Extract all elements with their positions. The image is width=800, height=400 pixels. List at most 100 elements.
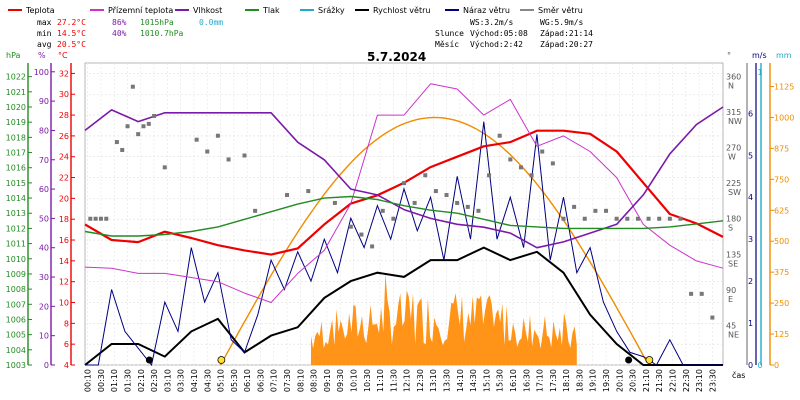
stat-max-press: 1015hPa [140, 18, 174, 27]
wind-direction-point [391, 216, 396, 221]
stat-min-label: min [37, 29, 52, 38]
wind-direction-point [146, 121, 151, 126]
wind-direction-point [476, 208, 481, 213]
wind-direction-point [561, 216, 566, 221]
wind-direction-point [529, 173, 534, 178]
moon-set-marker [625, 356, 633, 364]
humidity-tick-label: 10 [39, 332, 49, 341]
direction-tick-value: 180 [726, 215, 741, 224]
legend: Teplota Přízemní teplota Vlhkost Tlak Srážky… [8, 6, 583, 15]
solar-tick-label: 125 [774, 330, 789, 339]
wind-direction-point [433, 189, 438, 194]
wind-direction-point [487, 173, 492, 178]
x-tick-label: 05:10 [217, 369, 226, 392]
wind-direction-point [306, 189, 311, 194]
x-tick-label: 18:10 [562, 369, 571, 392]
stat-avg-temp: 20.5°C [57, 40, 86, 49]
wind-direction-point [550, 161, 555, 166]
time-axis-label: čas [732, 370, 745, 380]
solar-tick-label: 375 [774, 268, 789, 277]
sun-label: Slunce [435, 29, 464, 38]
pressure-tick-label: 1016 [6, 164, 26, 173]
wind-speed-tick-label: 5 [748, 151, 753, 160]
x-tick-label: 17:30 [549, 369, 558, 392]
temperature-tick-label: 28 [59, 111, 69, 120]
unit-degc: °C [58, 51, 68, 60]
direction-tick-name: SE [728, 259, 738, 268]
direction-tick-value: 90 [726, 286, 736, 295]
humidity-tick-label: 100 [34, 68, 49, 77]
sun-set-marker [645, 356, 654, 364]
stat-min-hum: 40% [112, 29, 127, 38]
x-tick-label: 01:30 [124, 369, 133, 392]
wind-direction-point [242, 153, 247, 158]
wind-direction-point [98, 216, 103, 221]
x-tick-label: 15:30 [496, 369, 505, 392]
temperature-tick-label: 22 [59, 174, 69, 183]
wind-direction-point [508, 157, 513, 162]
stat-max-label: max [37, 18, 52, 27]
wind-ws: WS:3.2m/s [470, 18, 514, 27]
series-wind-gust [85, 121, 723, 367]
wind-direction-point [205, 149, 210, 154]
unit-pct: % [38, 51, 46, 60]
wind-speed-tick-label: 6 [748, 109, 753, 118]
x-tick-label: 00:10 [84, 369, 93, 392]
pressure-tick-label: 1003 [6, 361, 26, 370]
wind-direction-point [104, 216, 109, 221]
wind-direction-point [130, 84, 135, 89]
wind-direction-point [88, 216, 93, 221]
wind-direction-point [226, 157, 231, 162]
wind-direction-point [614, 216, 619, 221]
x-tick-label: 22:10 [668, 369, 677, 392]
rain-tick-label: 0 [757, 361, 762, 370]
stat-min-press: 1010.7hPa [140, 29, 184, 38]
pressure-tick-label: 1021 [6, 88, 26, 97]
moon-rise: Východ:2:42 [470, 40, 523, 49]
solar-tick-label: 1000 [774, 113, 794, 122]
wind-direction-point [625, 216, 630, 221]
series-temperature [84, 83, 724, 303]
wind-direction-point [423, 173, 428, 178]
wind-direction-point [152, 113, 157, 118]
x-tick-label: 04:30 [203, 369, 212, 392]
humidity-tick-label: 90 [39, 97, 49, 106]
x-tick-label: 19:10 [589, 369, 598, 392]
x-tick-label: 02:10 [137, 369, 146, 392]
x-tick-label: 18:30 [575, 369, 584, 392]
wind-direction-point [604, 208, 609, 213]
pressure-tick-label: 1017 [6, 149, 26, 158]
temperature-tick-label: 10 [59, 299, 69, 308]
temperature-tick-label: 8 [64, 319, 69, 328]
x-tick-label: 05:30 [230, 369, 239, 392]
x-tick-label: 20:30 [629, 369, 638, 392]
solar-tick-label: 750 [774, 175, 789, 184]
stat-min-temp: 14.5°C [57, 29, 86, 38]
wind-direction-point [518, 165, 523, 170]
wind-speed-tick-label: 0 [748, 361, 753, 370]
date-title: 5.7.2024 [367, 50, 426, 64]
pressure-tick-label: 1011 [6, 240, 26, 249]
wind-direction-point [646, 216, 651, 221]
pressure-tick-label: 1006 [6, 315, 26, 324]
x-tick-label: 08:30 [310, 369, 319, 392]
pressure-tick-label: 1014 [6, 194, 26, 203]
x-tick-label: 14:10 [456, 369, 465, 392]
pressure-tick-label: 1019 [6, 118, 26, 127]
wind-direction-point [332, 200, 337, 205]
humidity-tick-label: 70 [39, 156, 49, 165]
x-tick-label: 01:10 [110, 369, 119, 392]
temperature-tick-label: 24 [59, 153, 69, 162]
x-tick-label: 22:30 [682, 369, 691, 392]
wind-direction-point [162, 165, 167, 170]
rain-tick-label: 1 [757, 68, 762, 77]
wind-wg: WG:5.9m/s [540, 18, 584, 27]
direction-tick-value: 225 [726, 179, 741, 188]
unit-ms: m/s [752, 51, 767, 60]
pressure-tick-label: 1004 [6, 346, 26, 355]
direction-tick-value: 270 [726, 144, 741, 153]
x-tick-label: 04:10 [190, 369, 199, 392]
pressure-tick-label: 1020 [6, 103, 26, 112]
temperature-tick-label: 30 [59, 90, 69, 99]
x-tick-label: 12:30 [416, 369, 425, 392]
